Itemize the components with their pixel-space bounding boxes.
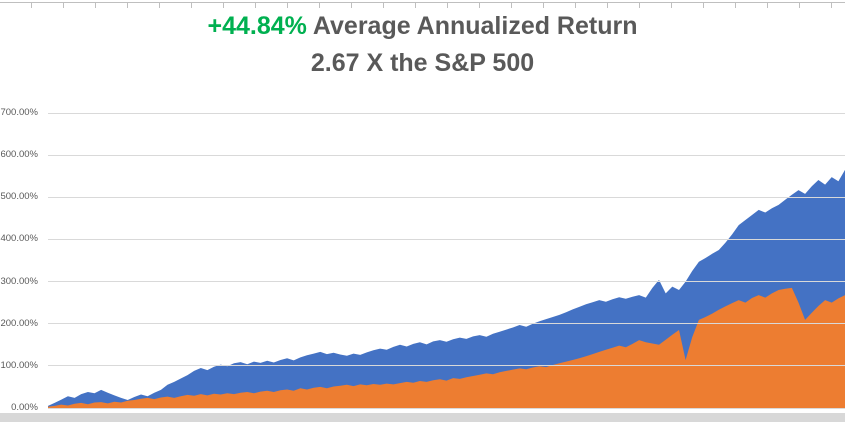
gridline <box>48 154 845 156</box>
y-axis-tick-label: 600.00% <box>0 149 38 161</box>
plot-area: 0.00% 100.00% 200.00% 300.00% 400.00% 500.00%… <box>0 108 845 413</box>
y-axis-tick-label: 700.00% <box>0 107 38 118</box>
gridline <box>48 407 845 409</box>
y-axis-tick-label: 400.00% <box>0 233 38 245</box>
gridline <box>48 238 845 240</box>
bottom-scroll-strip <box>0 413 845 422</box>
chart-title: +44.84% Average Annualized Return 2.67 X… <box>0 8 845 82</box>
gridline <box>48 196 845 198</box>
title-line1-rest: Average Annualized Return <box>306 12 638 40</box>
y-axis-tick-label: 200.00% <box>0 317 38 329</box>
orange-area <box>48 287 845 408</box>
title-line1: +44.84% Average Annualized Return <box>0 8 845 45</box>
y-axis-tick-label: 300.00% <box>0 275 38 287</box>
title-line2: 2.67 X the S&P 500 <box>310 49 535 77</box>
gridline <box>48 112 845 114</box>
y-axis-tick-label: 100.00% <box>0 359 38 371</box>
gridline <box>48 281 845 283</box>
y-axis-tick-label: 500.00% <box>0 191 38 203</box>
y-axis-tick-label: 0.00% <box>11 402 38 413</box>
top-axis-ticks <box>0 2 845 8</box>
gridline <box>48 323 845 325</box>
gridline <box>48 365 845 367</box>
area-svg <box>48 169 845 408</box>
title-return-highlight: +44.84% <box>207 12 307 40</box>
